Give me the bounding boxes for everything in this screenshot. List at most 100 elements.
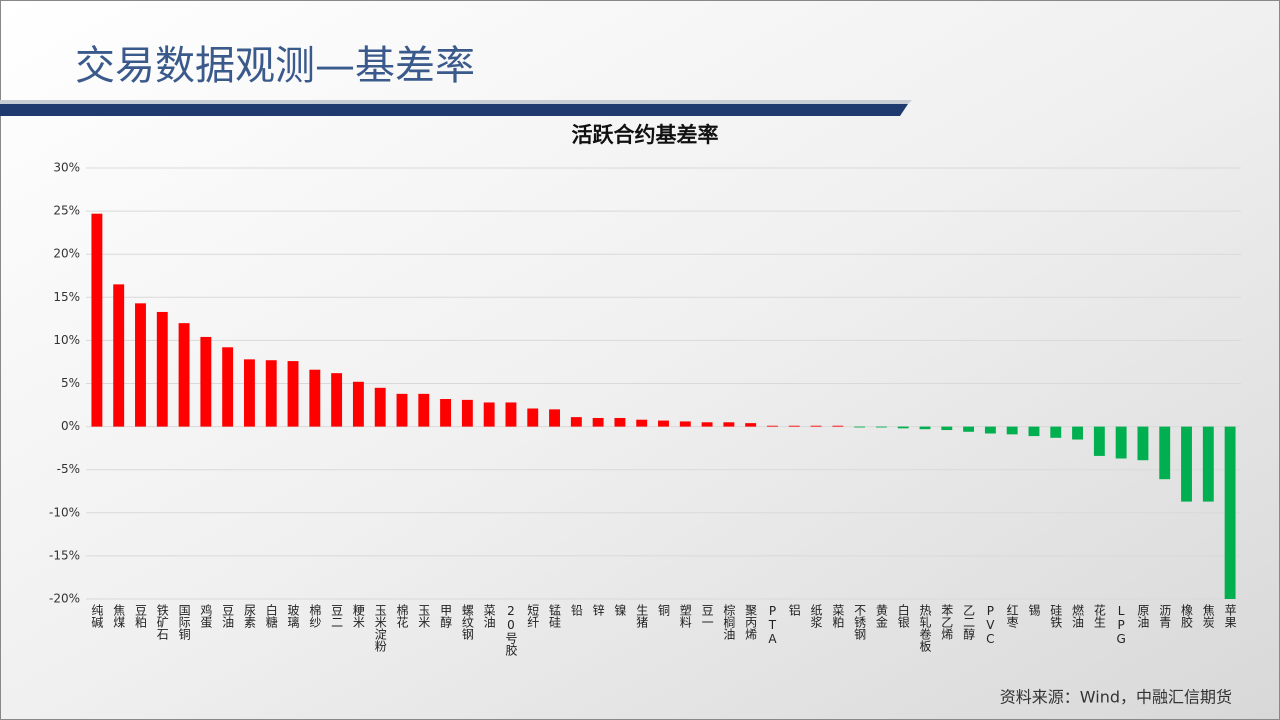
x-tick-label: 纯碱 <box>90 604 104 629</box>
y-tick-label: 0% <box>61 419 80 433</box>
x-tick-label: 沥青 <box>1158 604 1172 629</box>
x-tick-label: 红枣 <box>1005 603 1019 629</box>
x-tick-label: 焦炭 <box>1201 604 1215 629</box>
bar <box>897 426 909 429</box>
bar <box>875 426 887 428</box>
bar <box>156 311 168 427</box>
y-tick-label: 10% <box>53 333 80 347</box>
bar <box>1028 426 1040 437</box>
x-tick-label: 尿素 <box>242 604 256 628</box>
bar <box>222 347 234 427</box>
bar <box>135 303 146 427</box>
x-tick-label: 豆一 <box>700 604 714 628</box>
x-tick-label: LPG <box>1114 604 1128 646</box>
x-tick-label: PTA <box>765 604 779 646</box>
y-tick-label: 20% <box>53 247 80 261</box>
x-tick-label: 苹果 <box>1223 604 1237 628</box>
y-tick-label: -5% <box>57 462 80 476</box>
header-title: 交易数据观测—基差率 <box>75 43 475 89</box>
bar <box>788 425 800 427</box>
x-tick-label: 白糖 <box>264 603 278 629</box>
bar <box>570 417 582 427</box>
x-tick-label: PVC <box>983 604 997 646</box>
bar <box>91 213 103 427</box>
x-tick-label: 焦煤 <box>112 604 126 628</box>
x-tick-label: 螺纹钢 <box>460 604 474 640</box>
plot: -20% -15% -10% -5% 0% 5% 10% 15% 20% 25% 30% 纯碱 焦煤 豆粕… <box>49 161 1241 657</box>
bar <box>592 417 604 427</box>
x-tick-label: 生猪 <box>635 604 649 629</box>
bar <box>1072 426 1084 440</box>
x-tick-label: 棉花 <box>395 604 409 629</box>
x-tick-label: 锰硅 <box>548 603 562 628</box>
bar <box>1159 426 1171 480</box>
x-tick-label: 豆油 <box>221 604 235 628</box>
x-tick-label: 鸡蛋 <box>199 603 213 629</box>
bar <box>1006 426 1018 435</box>
bar <box>287 361 299 427</box>
x-tick-label: 铜 <box>657 603 671 616</box>
x-tick-label: 国际铜 <box>177 604 191 640</box>
x-tick-label: 燃油 <box>1071 603 1085 628</box>
bar <box>767 425 778 427</box>
bar <box>309 369 321 427</box>
y-tick-label: 5% <box>61 376 80 390</box>
bar <box>1202 426 1214 502</box>
x-tick-label: 棉纱 <box>308 604 322 628</box>
x-tick-label: 玉米 <box>417 604 431 628</box>
bar <box>483 402 495 427</box>
x-tick-label: 锡 <box>1027 603 1041 617</box>
x-tick-label: 粳米 <box>351 604 365 628</box>
bar <box>745 423 757 427</box>
x-tick-label: 铝 <box>787 603 801 616</box>
bar <box>614 417 626 427</box>
bar <box>1115 426 1127 459</box>
bar <box>549 409 560 427</box>
bar <box>396 393 408 427</box>
bar <box>1093 426 1105 456</box>
y-tick-label: -20% <box>49 592 80 606</box>
x-tick-label: 豆粕 <box>133 604 147 628</box>
x-tick-label: 甲醇 <box>439 604 453 628</box>
bar <box>113 284 125 427</box>
bar <box>810 425 822 427</box>
bar <box>679 421 691 427</box>
bar <box>1181 426 1192 502</box>
bar <box>352 381 364 427</box>
bar <box>919 426 931 430</box>
x-tick-label: 硅铁 <box>1049 604 1063 628</box>
bar <box>832 425 844 427</box>
bar <box>178 323 190 427</box>
y-tick-label: 25% <box>53 204 80 218</box>
x-tick-label: 菜粕 <box>831 604 845 628</box>
bar <box>1050 426 1062 438</box>
bar <box>505 402 517 427</box>
bar <box>963 426 975 432</box>
x-tick-label: 白银 <box>896 603 910 628</box>
bar <box>984 426 996 434</box>
bar <box>200 336 212 427</box>
bar <box>265 360 277 427</box>
x-tick-label: 铁矿石 <box>155 604 169 640</box>
bar <box>418 393 430 427</box>
bar <box>243 359 255 427</box>
x-tick-label: 玻璃 <box>286 604 300 629</box>
x-tick-label: 玉米淀粉 <box>373 604 387 652</box>
bar <box>941 426 953 431</box>
bar <box>527 408 539 427</box>
x-tick-label: 橡胶 <box>1180 604 1194 629</box>
x-tick-label: 塑料 <box>678 603 692 628</box>
x-tick-label: 不锈钢 <box>853 604 867 640</box>
header-bar-shade <box>0 100 912 104</box>
x-tick-label: 聚丙烯 <box>744 604 758 640</box>
bar <box>374 387 386 427</box>
y-tick-label: 15% <box>53 290 80 304</box>
bar <box>701 422 713 427</box>
source-note: 资料来源：Wind，中融汇信期货 <box>1000 688 1232 707</box>
y-tick-label: -15% <box>49 548 80 562</box>
y-tick-label: -10% <box>49 505 80 519</box>
bar <box>658 420 669 427</box>
x-tick-label: 菜油 <box>482 604 496 628</box>
